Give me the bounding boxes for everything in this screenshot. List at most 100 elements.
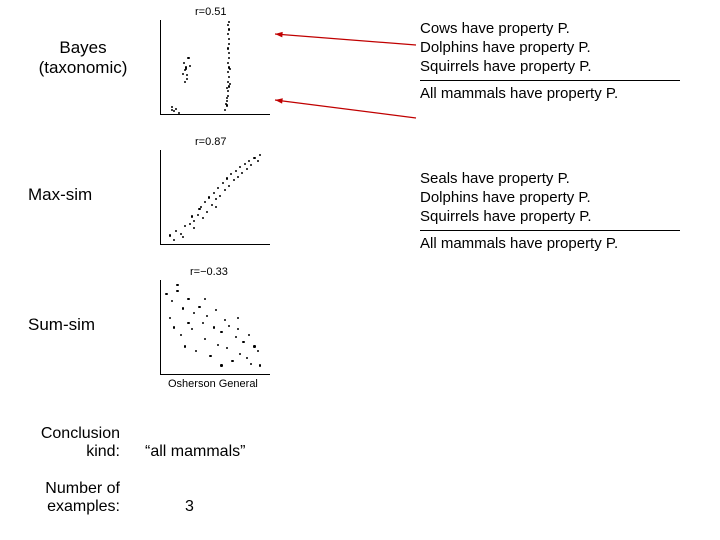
r-label-2: r=0.87 <box>195 136 227 148</box>
scatter-point <box>191 215 193 217</box>
row-label-maxsim: Max-sim <box>28 185 138 205</box>
scatter-point <box>224 319 226 321</box>
scatter-point <box>208 196 210 198</box>
scatter-point <box>250 164 252 166</box>
scatter-point <box>228 28 230 30</box>
scatter-point <box>204 298 206 300</box>
scatter-point <box>176 284 178 286</box>
scatter-point <box>257 160 259 162</box>
premise-block-1: Cows have property P. Dolphins have prop… <box>420 20 680 104</box>
scatter-point <box>173 326 175 328</box>
scatter-point <box>178 112 180 114</box>
scatter-point <box>176 290 178 292</box>
scatter-point <box>259 154 261 156</box>
conclusion-kind-value: “all mammals” <box>145 443 245 461</box>
scatter-point <box>191 328 193 330</box>
scatter-point <box>186 74 188 76</box>
scatter-point <box>187 322 189 324</box>
scatter-point <box>259 364 261 366</box>
scatter-point <box>198 208 200 210</box>
scatter-point <box>235 170 237 172</box>
scatter-point <box>187 298 189 300</box>
scatter-point <box>175 230 177 232</box>
scatter-point <box>173 110 175 112</box>
scatter-point <box>246 168 248 170</box>
scatter-point <box>237 176 239 178</box>
scatter-point <box>182 236 184 238</box>
scatter-point <box>237 328 239 330</box>
scatter-point <box>225 103 227 105</box>
scatter-point <box>217 344 219 346</box>
scatter-point <box>202 217 204 219</box>
scatter-plot-sumsim <box>160 280 270 375</box>
scatter-point <box>202 322 204 324</box>
scatter-point <box>184 81 186 83</box>
scatter-point <box>229 83 231 85</box>
scatter-point <box>239 166 241 168</box>
scatter-point <box>198 306 200 308</box>
scatter-point <box>222 182 224 184</box>
scatter-point <box>169 317 171 319</box>
scatter-point <box>206 211 208 213</box>
conclusion-kind-label: Conclusion kind: <box>10 425 120 461</box>
scatter-point <box>220 331 222 333</box>
scatter-point <box>182 307 184 309</box>
scatter-point <box>219 195 221 197</box>
scatter-point <box>220 364 222 366</box>
scatter-point <box>235 336 237 338</box>
scatter-point <box>227 47 229 49</box>
scatter-point <box>228 52 230 54</box>
scatter-point <box>248 160 250 162</box>
row-label-bayes: Bayes (taxonomic) <box>18 38 148 78</box>
scatter-point <box>186 78 188 80</box>
scatter-point <box>180 334 182 336</box>
scatter-point <box>250 363 252 365</box>
premise-1-line-2: Dolphins have property P. <box>420 39 680 58</box>
scatter-point <box>224 109 226 111</box>
scatter-point <box>241 172 243 174</box>
scatter-point <box>257 350 259 352</box>
scatter-point <box>226 100 228 102</box>
scatter-point <box>233 179 235 181</box>
row-label-bayes-line1: Bayes <box>59 38 106 57</box>
scatter-point <box>226 97 228 99</box>
x-axis-label: Osherson General <box>168 378 258 390</box>
scatter-point <box>189 65 191 67</box>
scatter-point <box>227 24 229 26</box>
scatter-point <box>197 214 199 216</box>
premise-1-conclusion: All mammals have property P. <box>420 85 680 104</box>
scatter-point <box>175 108 177 110</box>
scatter-point <box>224 189 226 191</box>
premise-1-line-3: Squirrels have property P. <box>420 58 680 77</box>
scatter-point <box>213 192 215 194</box>
row-label-bayes-line2: (taxonomic) <box>39 58 128 77</box>
scatter-point <box>228 85 230 87</box>
num-examples-label: Number of examples: <box>10 480 120 516</box>
scatter-point <box>242 341 244 343</box>
premise-2-divider <box>420 230 680 231</box>
scatter-point <box>227 62 229 64</box>
premise-1-divider <box>420 80 680 81</box>
scatter-point <box>228 21 230 23</box>
scatter-point <box>193 227 195 229</box>
scatter-point <box>204 201 206 203</box>
scatter-point <box>182 73 184 75</box>
scatter-point <box>227 71 229 73</box>
scatter-point <box>227 33 229 35</box>
premise-2-line-1: Seals have property P. <box>420 170 680 189</box>
scatter-plot-bayes <box>160 20 270 115</box>
scatter-point <box>239 353 241 355</box>
scatter-point <box>227 90 229 92</box>
scatter-point <box>229 68 231 70</box>
scatter-point <box>183 62 185 64</box>
scatter-point <box>195 350 197 352</box>
scatter-point <box>228 43 230 45</box>
scatter-point <box>206 315 208 317</box>
scatter-point <box>187 57 189 59</box>
scatter-point <box>213 326 215 328</box>
scatter-point <box>253 157 255 159</box>
scatter-plot-maxsim <box>160 150 270 245</box>
scatter-point <box>180 233 182 235</box>
scatter-point <box>189 223 191 225</box>
scatter-point <box>217 187 219 189</box>
